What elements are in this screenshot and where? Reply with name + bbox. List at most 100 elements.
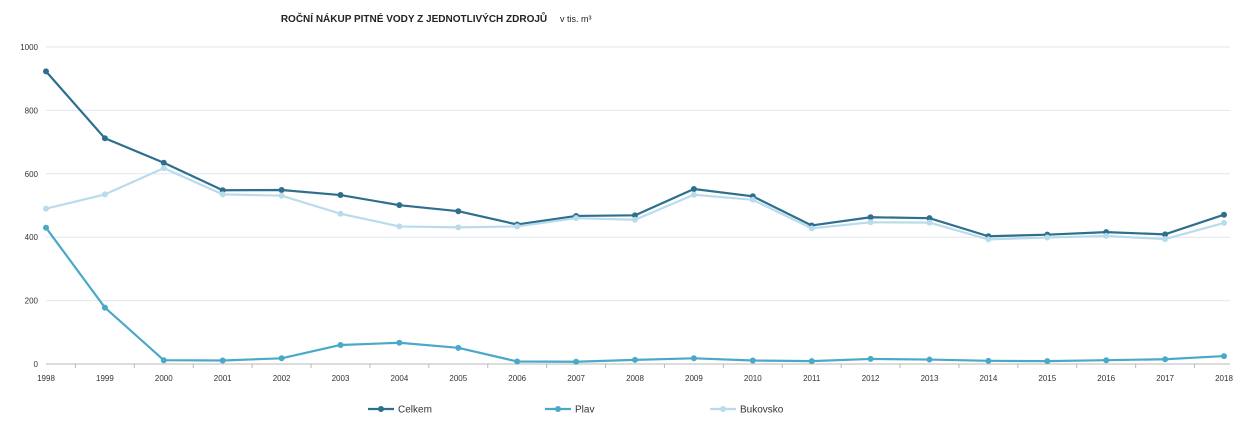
data-point [867, 355, 874, 362]
data-point [337, 192, 344, 199]
grid-layer [46, 46, 1230, 365]
data-point [101, 191, 108, 198]
data-point [632, 212, 638, 219]
legend-label: Plav [575, 405, 594, 416]
series-line [45, 166, 1225, 241]
x-tick-label: 2004 [391, 374, 409, 383]
legend-label: Bukovsko [740, 405, 784, 416]
legend-item-plav: Plav [545, 405, 594, 416]
series-bukovsko [43, 165, 1227, 243]
data-point [1162, 231, 1169, 238]
legend-item-bukovsko: Bukovsko [710, 405, 784, 416]
x-tick-label: 2018 [1215, 374, 1233, 383]
series-plav [43, 224, 1227, 365]
x-tick-label: 2005 [449, 374, 467, 383]
x-tick-label: 2012 [862, 374, 880, 383]
data-point [1103, 232, 1110, 239]
data-point [337, 341, 344, 348]
x-tick-label: 2006 [508, 374, 526, 383]
y-tick-label: 600 [25, 170, 39, 179]
data-point [396, 223, 403, 230]
data-point [690, 191, 697, 198]
data-point [278, 186, 285, 193]
data-point [1221, 353, 1227, 360]
data-point [749, 357, 756, 364]
data-point [573, 215, 580, 222]
x-tick-label: 2009 [685, 374, 703, 383]
data-point [808, 225, 815, 232]
series-line [45, 70, 1225, 238]
x-tick-label: 1998 [37, 374, 55, 383]
legend-label: Celkem [398, 405, 432, 416]
data-point [573, 358, 580, 365]
y-tick-label: 800 [25, 106, 39, 115]
data-point [926, 215, 933, 222]
data-point [101, 304, 108, 311]
y-tick-label: 400 [25, 233, 39, 242]
data-point [926, 219, 933, 226]
data-point [867, 214, 874, 221]
legend-marker [720, 406, 726, 412]
data-point [396, 202, 403, 209]
data-point [867, 219, 874, 226]
data-point [43, 205, 49, 212]
series-celkem [43, 68, 1227, 240]
data-point [1221, 211, 1227, 218]
legend: Celkem Plav Bukovsko [368, 405, 784, 416]
data-point [985, 236, 992, 243]
y-tick-label: 1000 [20, 43, 38, 52]
chart-title-unit: v tis. m³ [560, 14, 592, 24]
x-tick-label: 2014 [980, 374, 998, 383]
data-point [514, 223, 521, 230]
series-layer [43, 68, 1227, 365]
data-point [1162, 236, 1169, 243]
data-point [1044, 234, 1051, 241]
data-point [43, 224, 49, 231]
data-point [455, 208, 462, 215]
data-point [337, 210, 344, 217]
data-point [455, 224, 462, 231]
data-point [219, 357, 226, 364]
x-tick-label: 2016 [1097, 374, 1115, 383]
legend-marker [555, 406, 561, 412]
data-point [1162, 356, 1169, 363]
data-point [278, 192, 285, 199]
data-point [219, 191, 226, 198]
data-point [985, 357, 992, 364]
data-point [219, 187, 226, 194]
data-point [1044, 358, 1051, 365]
x-tick-label: 2008 [626, 374, 644, 383]
x-tick-label: 2010 [744, 374, 762, 383]
legend-item-celkem: Celkem [368, 405, 432, 416]
x-tick-label: 2017 [1156, 374, 1174, 383]
data-point [690, 186, 697, 193]
x-tick-label: 2001 [214, 374, 232, 383]
axis-layer: 0 200 400 600 800 1000 1998 1999 2000 2001 2002 200… [20, 43, 1233, 383]
x-tick-label: 2015 [1038, 374, 1056, 383]
legend-marker [378, 406, 384, 412]
data-point [632, 356, 638, 363]
data-point [808, 358, 815, 365]
data-point [278, 355, 285, 362]
x-tick-label: 2013 [921, 374, 939, 383]
data-point [43, 68, 49, 75]
data-point [926, 356, 933, 363]
data-point [1221, 219, 1227, 226]
x-tick-label: 2003 [332, 374, 350, 383]
data-point [1103, 357, 1110, 364]
series-line [45, 227, 1225, 363]
data-point [396, 339, 403, 346]
data-point [160, 357, 167, 364]
data-point [514, 358, 521, 365]
data-point [160, 159, 167, 166]
x-tick-label: 2011 [803, 374, 821, 383]
data-point [101, 135, 108, 142]
x-tick-label: 2002 [273, 374, 291, 383]
data-point [690, 355, 697, 362]
data-point [160, 165, 167, 172]
x-tick-label: 2000 [155, 374, 173, 383]
x-tick-label: 1999 [96, 374, 114, 383]
data-point [632, 216, 638, 223]
